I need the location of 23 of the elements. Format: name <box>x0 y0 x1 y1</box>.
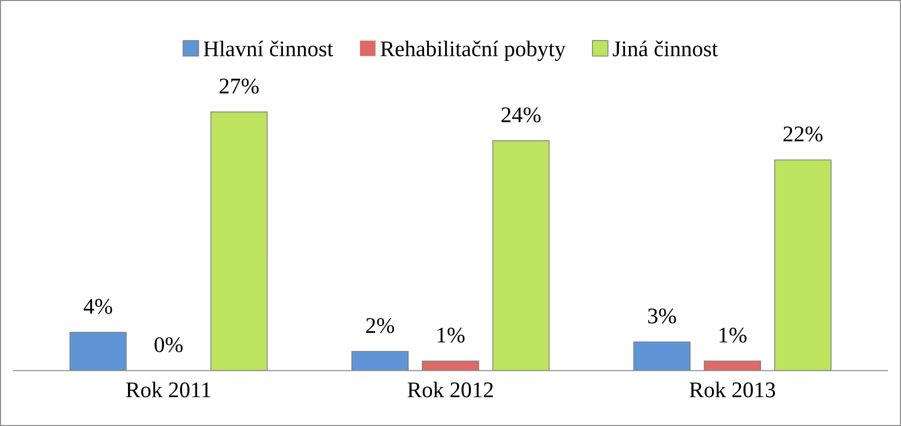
legend-label: Jiná činnost <box>612 40 718 56</box>
bar <box>704 360 762 371</box>
data-label: 27% <box>220 78 259 94</box>
data-label: 1% <box>720 328 746 343</box>
bar <box>210 112 268 371</box>
data-label: 24% <box>502 107 541 122</box>
data-label: 0% <box>154 337 183 352</box>
bar <box>422 360 480 371</box>
legend-label: Rehabilitační pobyty <box>380 40 566 61</box>
data-label: 1% <box>438 328 465 343</box>
x-tick-label: Rok 2013 <box>690 382 776 398</box>
data-label: 4% <box>84 298 112 314</box>
data-label: 2% <box>366 318 394 334</box>
bar <box>633 341 691 371</box>
x-tick-label: Rok 2012 <box>408 382 493 398</box>
bar <box>492 140 550 371</box>
bar <box>774 159 832 371</box>
x-tick-label: Rok 2011 <box>126 382 210 398</box>
legend-label: Hlavní činnost <box>204 40 334 56</box>
data-label: 22% <box>784 126 823 142</box>
bar <box>351 351 409 371</box>
data-label: 3% <box>648 308 676 324</box>
bar <box>69 332 127 371</box>
